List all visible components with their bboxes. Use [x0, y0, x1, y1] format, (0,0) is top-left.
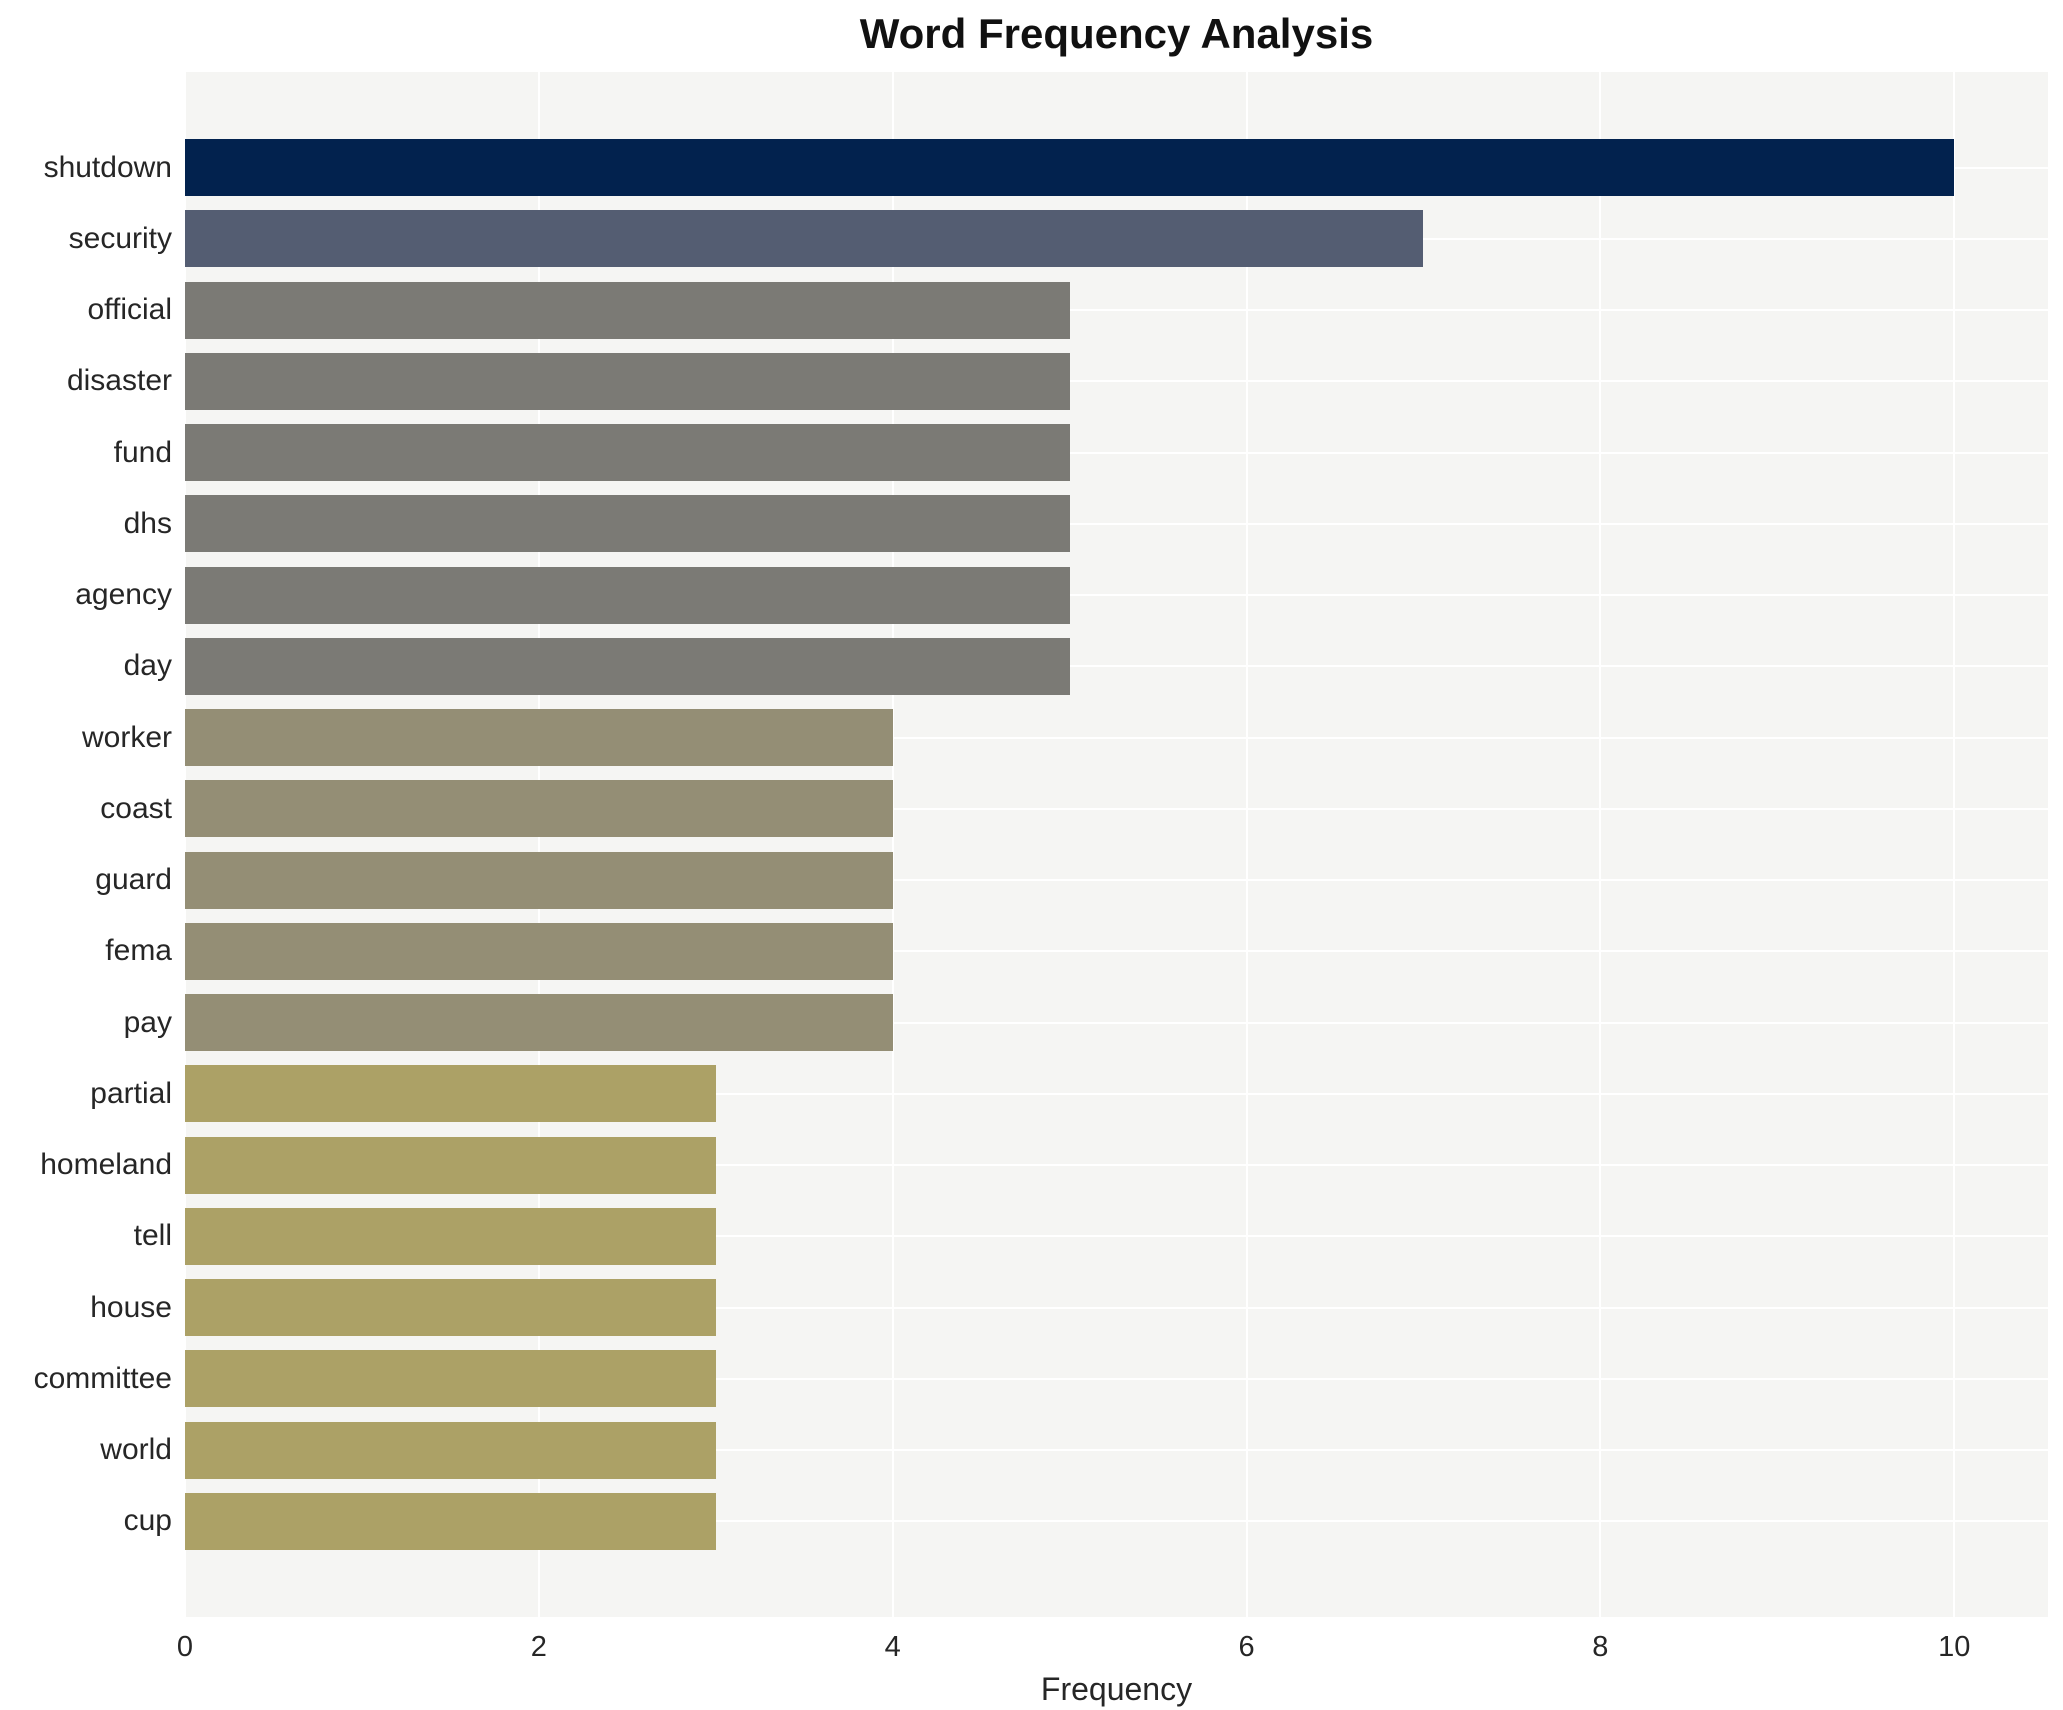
chart-title: Word Frequency Analysis — [859, 10, 1374, 57]
x-axis-ticks: 0 2 4 6 8 10 — [177, 1630, 2048, 1670]
bar-official — [185, 281, 1070, 339]
y-label-cup: cup — [123, 1504, 172, 1538]
plot-area — [184, 72, 2048, 1617]
y-label-dhs: dhs — [123, 506, 172, 540]
horizontal-gridline — [185, 1235, 2048, 1238]
bar-worker — [185, 709, 893, 767]
horizontal-gridline — [185, 309, 2048, 312]
horizontal-gridline — [185, 451, 2048, 454]
bar-dhs — [185, 495, 1070, 553]
bar-security — [185, 210, 1424, 268]
horizontal-gridline — [185, 522, 2048, 525]
horizontal-gridline — [185, 380, 2048, 383]
horizontal-gridline — [185, 1164, 2048, 1167]
x-tick-label: 0 — [176, 1631, 194, 1663]
horizontal-gridline — [185, 1377, 2048, 1380]
horizontal-gridline — [185, 1092, 2048, 1095]
x-tick-label: 6 — [1238, 1631, 1255, 1663]
bar-guard — [185, 851, 893, 909]
horizontal-gridline — [185, 1306, 2048, 1309]
bar-tell — [185, 1207, 716, 1265]
vertical-gridline — [1599, 72, 1602, 1617]
vertical-gridline — [184, 72, 186, 1617]
y-label-tell: tell — [133, 1219, 172, 1253]
y-label-committee: committee — [33, 1361, 172, 1395]
bar-pay — [185, 994, 893, 1052]
y-label-partial: partial — [90, 1076, 172, 1110]
y-label-house: house — [90, 1290, 172, 1324]
y-label-homeland: homeland — [40, 1148, 172, 1182]
horizontal-gridline — [185, 879, 2048, 882]
horizontal-gridline — [185, 807, 2048, 810]
vertical-gridline — [537, 72, 540, 1617]
y-label-agency: agency — [75, 578, 172, 612]
bar-day — [185, 637, 1070, 695]
bar-partial — [185, 1065, 716, 1123]
y-label-fund: fund — [113, 435, 172, 469]
bar-cup — [185, 1492, 716, 1550]
y-label-official: official — [87, 293, 173, 327]
bar-fund — [185, 424, 1070, 482]
y-label-disaster: disaster — [66, 364, 172, 398]
horizontal-gridline — [185, 950, 2048, 953]
x-tick-label: 4 — [884, 1631, 901, 1663]
vertical-gridline — [1953, 72, 1956, 1617]
bar-coast — [185, 780, 893, 838]
vertical-gridline — [891, 72, 894, 1617]
horizontal-gridline — [185, 594, 2048, 597]
bar-disaster — [185, 352, 1070, 410]
x-tick-label: 2 — [530, 1631, 547, 1663]
horizontal-gridline — [185, 1449, 2048, 1452]
y-label-guard: guard — [95, 863, 172, 897]
x-axis-title: Frequency — [1040, 1671, 1193, 1707]
y-label-world: world — [100, 1433, 172, 1467]
bar-shutdown — [185, 139, 1955, 197]
y-label-coast: coast — [100, 791, 172, 825]
y-label-shutdown: shutdown — [43, 150, 172, 184]
y-label-day: day — [123, 649, 172, 683]
bar-agency — [185, 566, 1070, 624]
horizontal-gridline — [185, 736, 2048, 739]
horizontal-gridline — [185, 1520, 2048, 1523]
y-label-security: security — [68, 221, 172, 255]
horizontal-gridline — [185, 665, 2048, 668]
vertical-gridline — [1245, 72, 1248, 1617]
bar-house — [185, 1279, 716, 1337]
y-label-fema: fema — [105, 934, 172, 968]
y-label-pay: pay — [123, 1005, 172, 1039]
bar-fema — [185, 922, 893, 980]
x-tick-label: 8 — [1592, 1631, 1609, 1663]
horizontal-gridline — [185, 1021, 2048, 1024]
y-label-worker: worker — [81, 720, 172, 754]
bar-world — [185, 1421, 716, 1479]
y-axis-labels: shutdown security official disaster fund dhs a… — [0, 72, 172, 1617]
x-tick-label: 10 — [1938, 1631, 1971, 1663]
bar-committee — [185, 1350, 716, 1408]
bar-homeland — [185, 1136, 716, 1194]
